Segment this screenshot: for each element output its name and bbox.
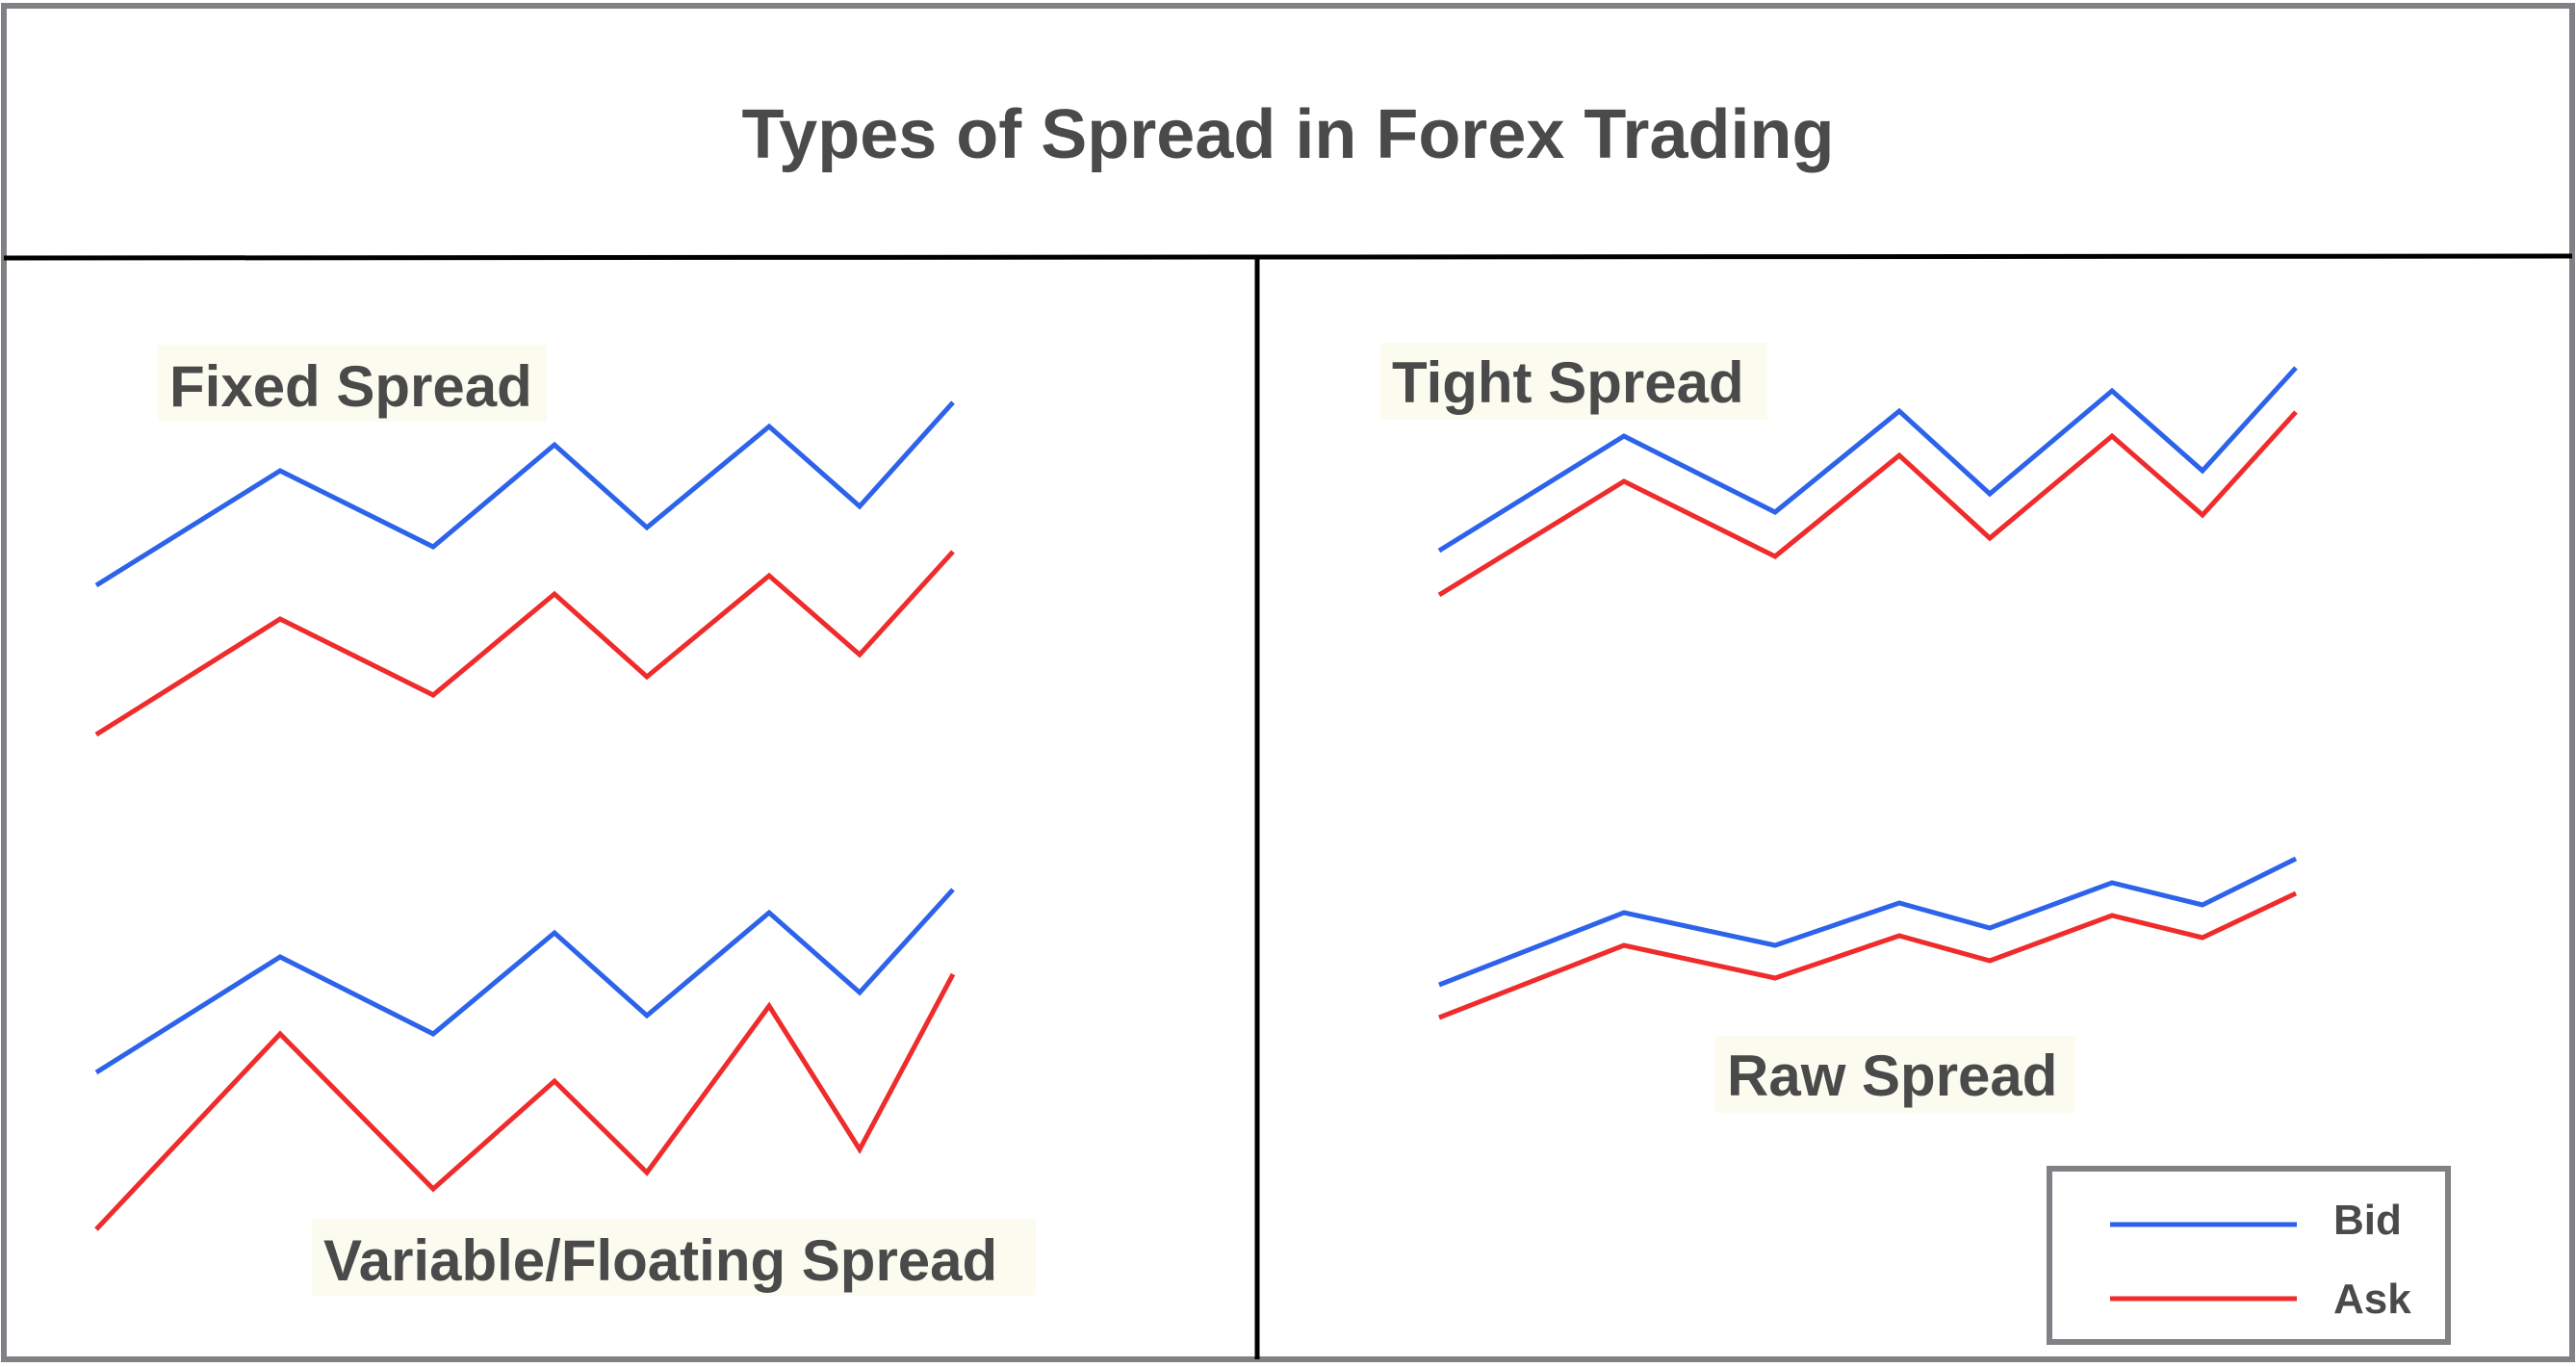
variable-spread-panel: Variable/Floating Spread (94, 888, 1036, 1296)
tight-spread-label: Tight Spread (1392, 350, 1744, 415)
raw-spread-panel: Raw Spread (1438, 856, 2298, 1113)
tight-ask-line (1437, 410, 2298, 598)
legend-bid-label: Bid (2333, 1197, 2402, 1244)
legend-ask-label: Ask (2333, 1276, 2411, 1323)
fixed-bid-line (94, 400, 955, 588)
raw-ask-line (1438, 890, 2298, 1020)
tight-spread-label-bg (1380, 343, 1767, 420)
variable-spread-label-bg (312, 1219, 1036, 1296)
variable-spread-label: Variable/Floating Spread (323, 1228, 997, 1293)
header-divider (3, 253, 2573, 261)
tight-spread-panel: Tight Spread (1380, 343, 2298, 598)
raw-bid-line (1438, 856, 2298, 988)
variable-ask-line (94, 972, 956, 1231)
outer-frame (1, 3, 2575, 1362)
page-title: Types of Spread in Forex Trading (742, 96, 1835, 173)
legend: Bid Ask (2047, 1166, 2451, 1345)
fixed-spread-label: Fixed Spread (169, 354, 532, 419)
legend-box (2047, 1166, 2451, 1345)
raw-spread-label-bg (1715, 1036, 2075, 1113)
fixed-ask-line (94, 550, 955, 737)
fixed-spread-panel: Fixed Spread (94, 345, 955, 737)
raw-spread-label: Raw Spread (1727, 1044, 2057, 1108)
tight-bid-line (1437, 366, 2298, 554)
fixed-spread-label-bg (158, 345, 547, 422)
variable-bid-line (94, 888, 955, 1075)
